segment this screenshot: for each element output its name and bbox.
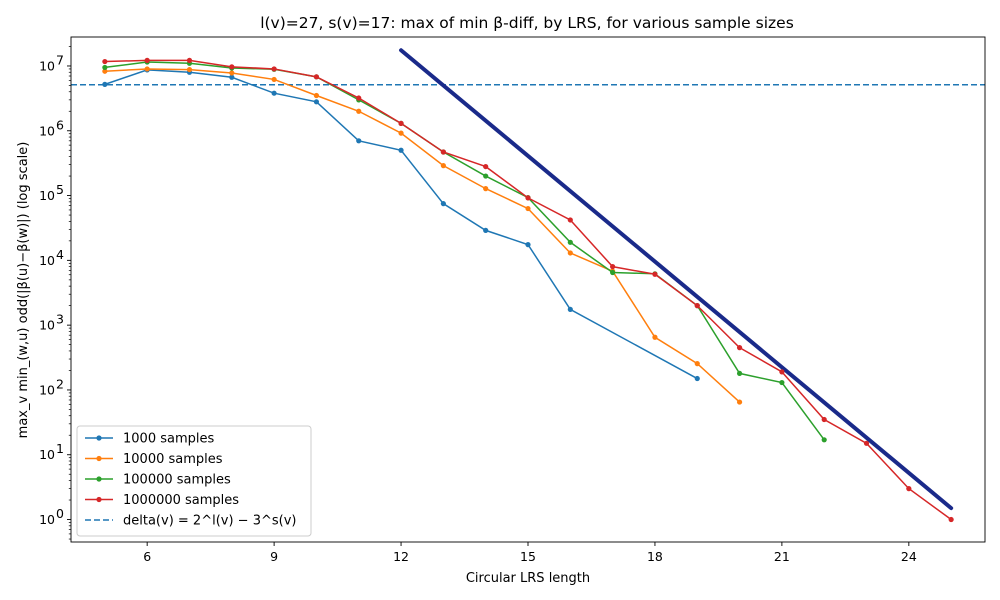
data-point <box>863 440 870 446</box>
y-tick-label: 10 <box>39 382 55 397</box>
bound-line <box>399 48 954 511</box>
legend: 1000 samples 10000 samples 100000 samples 1… <box>76 425 312 537</box>
data-point <box>398 147 404 153</box>
data-point <box>694 303 700 309</box>
data-point <box>271 90 277 96</box>
data-point <box>186 57 193 63</box>
data-point <box>313 99 320 105</box>
data-point <box>694 375 700 382</box>
data-point <box>102 64 108 71</box>
data-point <box>694 361 700 367</box>
data-point <box>525 205 531 212</box>
data-point <box>186 66 193 73</box>
plot-area <box>71 48 985 523</box>
data-point <box>356 108 362 114</box>
data-point <box>736 399 743 405</box>
y-tick-exponent: 1 <box>56 441 64 456</box>
data-point <box>567 239 573 245</box>
x-tick-label: 6 <box>143 549 151 564</box>
y-tick-exponent: 5 <box>56 182 64 197</box>
data-point <box>567 217 573 223</box>
data-point <box>356 138 362 144</box>
data-point <box>610 269 616 276</box>
data-point <box>821 416 827 423</box>
data-point <box>652 271 658 277</box>
x-tick-label: 12 <box>393 549 409 564</box>
legend-marker <box>96 455 102 462</box>
y-tick-label: 10 <box>39 512 55 527</box>
legend-box <box>76 425 312 537</box>
legend-marker <box>96 496 102 503</box>
data-point <box>736 345 743 351</box>
y-tick-exponent: 3 <box>56 312 64 327</box>
data-point <box>144 66 150 72</box>
y-tick-label: 10 <box>39 318 55 333</box>
data-point <box>483 227 489 233</box>
data-point <box>779 369 785 375</box>
legend-label: 100000 samples <box>123 473 231 488</box>
legend-label: 1000000 samples <box>123 493 239 508</box>
x-axis-label: Circular LRS length <box>466 571 590 586</box>
data-point <box>271 66 277 72</box>
data-point <box>271 76 277 83</box>
x-tick-label: 24 <box>901 549 917 564</box>
legend-label: 1000 samples <box>123 432 214 447</box>
data-point <box>652 334 658 340</box>
legend-marker <box>96 435 102 441</box>
data-point <box>313 92 320 99</box>
data-point <box>102 58 108 65</box>
data-point <box>398 120 404 126</box>
series-line-3 <box>104 61 825 441</box>
legend-label: delta(v) = 2^l(v) − 3^s(v) <box>123 514 296 529</box>
data-point <box>229 70 235 76</box>
data-point <box>356 95 362 101</box>
y-axis-label: max_v min_(w,u) odd(|β(u)−β(w)|) (log sc… <box>16 142 31 439</box>
data-point <box>610 264 616 270</box>
data-point <box>483 163 489 170</box>
data-point <box>440 163 446 169</box>
data-point <box>525 242 531 248</box>
data-point <box>483 186 489 192</box>
data-point <box>948 516 954 523</box>
data-point <box>567 306 573 313</box>
y-tick-label: 10 <box>39 253 55 268</box>
data-point <box>821 437 827 443</box>
data-point <box>779 379 785 386</box>
legend-marker <box>96 476 102 482</box>
data-point <box>525 195 531 201</box>
data-point <box>229 64 235 70</box>
data-point <box>736 370 743 377</box>
y-tick-exponent: 7 <box>56 52 64 67</box>
data-point <box>229 74 235 80</box>
chart-title: l(v)=27, s(v)=17: max of min β-diff, by … <box>260 14 794 32</box>
legend-label: 10000 samples <box>123 452 223 467</box>
y-tick-exponent: 0 <box>56 506 64 521</box>
data-point <box>906 486 912 492</box>
data-point <box>483 173 489 179</box>
x-tick-label: 15 <box>520 549 536 564</box>
y-tick-label: 10 <box>39 188 55 203</box>
data-point <box>102 68 108 74</box>
data-point <box>440 201 446 207</box>
data-point <box>102 81 108 87</box>
x-tick-label: 18 <box>647 549 663 564</box>
x-tick-label: 21 <box>774 549 790 564</box>
y-tick-label: 10 <box>39 58 55 73</box>
y-tick-exponent: 6 <box>56 117 64 132</box>
y-tick-exponent: 4 <box>56 247 64 262</box>
y-tick-exponent: 2 <box>56 376 64 391</box>
data-point <box>440 149 446 155</box>
data-point <box>398 130 404 136</box>
data-point <box>144 57 150 63</box>
x-tick-label: 9 <box>270 549 278 564</box>
data-point <box>313 74 320 80</box>
data-point <box>567 250 573 256</box>
series-line-2 <box>104 68 741 403</box>
y-tick-label: 10 <box>39 447 55 462</box>
y-tick-label: 10 <box>39 123 55 138</box>
